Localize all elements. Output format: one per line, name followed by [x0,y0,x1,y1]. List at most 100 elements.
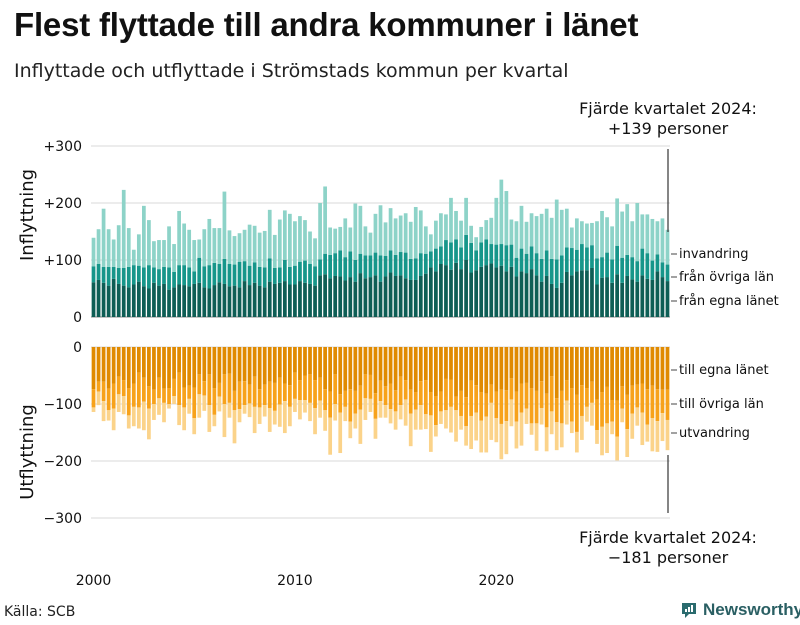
bar-segment [247,347,252,385]
bar-segment [403,252,408,279]
bar-segment [539,258,544,282]
bar-segment [620,347,625,387]
bar-segment [237,287,242,317]
bar-segment [111,383,116,409]
bar-segment [333,347,338,375]
bar-segment [519,347,524,384]
bar-segment [564,247,569,272]
bar-segment [131,347,136,384]
bar-segment [418,381,423,406]
bar-segment [212,347,217,389]
bar-segment [398,215,403,253]
bar-segment [660,218,665,263]
bar-segment [353,413,358,429]
bar-segment [544,347,549,394]
bar-segment [590,347,594,382]
bar-segment [600,257,604,278]
bar-segment [106,229,111,267]
bar-segment [313,380,317,408]
bar-segment [338,250,343,277]
bar-segment [237,381,242,410]
bar-segment [549,347,554,377]
bar-segment [630,413,635,439]
bar-segment [272,410,277,425]
bar-segment [313,285,317,317]
bar-segment [484,416,489,453]
bar-segment [393,254,398,276]
bar-segment [343,406,348,422]
bar-segment [167,267,171,290]
bar-segment [363,374,368,399]
bar-segment [121,380,126,397]
bar-segment [101,282,106,317]
bar-segment [323,347,327,390]
bar-segment [630,279,635,317]
bar-segment [519,205,524,249]
bar-segment [650,218,655,261]
bar-segment [620,408,625,423]
bar-segment [539,281,544,317]
bar-segment [227,402,232,418]
bar-segment [434,347,438,397]
bar-segment [524,408,529,424]
bar-segment [142,267,146,287]
bar-segment [474,250,479,271]
bar-segment [247,285,252,317]
bar-segment [126,388,131,416]
bar-segment [600,426,604,456]
bar-segment [494,197,499,245]
bar-segment [282,260,287,282]
bar-segment [288,406,292,427]
bar-segment [650,279,655,317]
bar-segment [353,347,358,391]
bar-segment [368,277,373,317]
bar-segment [590,222,594,246]
bar-segment [116,394,121,412]
bar-segment [645,424,650,442]
bar-segment [665,229,670,265]
bar-segment [423,347,428,381]
bar-segment [554,259,559,288]
bar-segment [660,413,665,442]
bar-segment [529,347,534,389]
bar-segment [439,213,443,247]
bar-segment [378,380,383,402]
bar-segment [454,239,458,263]
upper-y-tick-label: +300 [44,139,82,155]
bar-segment [293,372,297,399]
upper-axis-title: Inflyttning [17,169,38,261]
bar-segment [162,347,166,389]
bar-segment [308,374,312,403]
bar-segment [277,282,282,317]
bar-segment [277,347,282,378]
bar-segment [383,256,388,277]
bar-segment [177,210,181,266]
bar-segment [645,253,650,279]
bar-segment [489,263,494,317]
bar-segment [439,411,443,424]
bar-segment [559,282,564,317]
bar-segment [116,283,121,317]
bar-segment [459,390,463,416]
bar-segment [499,347,504,390]
bar-segment [126,415,131,429]
bar-segment [388,409,393,424]
bar-segment [368,232,373,256]
bar-segment [262,230,267,268]
bar-segment [277,267,282,283]
bar-segment [282,401,287,434]
bar-segment [116,376,121,395]
bar-segment [232,264,237,286]
newsworthy-logo[interactable]: Newsworthy [680,600,800,620]
bar-segment [192,387,197,419]
bar-segment [338,412,343,454]
bar-segment [464,197,468,235]
bar-segment [434,271,438,317]
bar-segment [162,388,166,403]
x-tick-label: 2010 [277,573,313,589]
bar-segment [348,277,353,317]
lower-y-tick-label: −300 [44,511,82,527]
bar-segment [459,347,463,391]
bar-segment [368,374,373,399]
bar-segment [242,347,247,382]
